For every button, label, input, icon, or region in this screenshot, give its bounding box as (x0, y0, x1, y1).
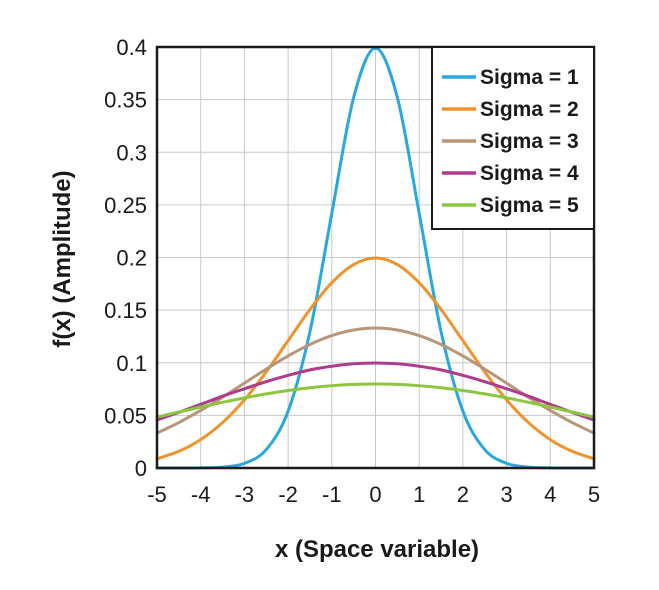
x-tick-label: 1 (413, 482, 425, 507)
legend-label: Sigma = 3 (480, 130, 579, 153)
y-tick-label: 0.15 (104, 298, 147, 323)
y-tick-label: 0.3 (116, 140, 147, 165)
x-tick-label: -5 (147, 482, 167, 507)
series-line-sigma-4 (155, 361, 596, 422)
x-tick-label: 0 (369, 482, 381, 507)
y-axis-label: f(x) (Amplitude) (49, 170, 76, 347)
plot-frame (155, 45, 596, 470)
y-tick-label: 0.2 (116, 246, 147, 271)
legend-label: Sigma = 2 (480, 98, 579, 121)
x-tick-labels: -5 -4 -3 -2 -1 0 1 2 3 4 5 (147, 482, 600, 507)
x-tick-label: 5 (588, 482, 600, 507)
x-tick-label: 2 (457, 482, 469, 507)
x-tick-label: -3 (235, 482, 255, 507)
series-line-sigma-2 (155, 256, 596, 461)
y-tick-labels: 0 0.05 0.1 0.15 0.2 0.25 0.3 0.35 0.4 (104, 35, 147, 481)
x-tick-label: -2 (278, 482, 298, 507)
y-tick-label: 0.05 (104, 403, 147, 428)
y-tick-label: 0.1 (116, 351, 147, 376)
legend-label: Sigma = 1 (480, 66, 579, 89)
legend: Sigma = 1 Sigma = 2 Sigma = 3 Sigma = 4 Sigm… (431, 46, 595, 230)
legend-label: Sigma = 4 (480, 162, 579, 185)
y-tick-label: 0.25 (104, 193, 147, 218)
y-tick-label: 0.35 (104, 88, 147, 113)
y-tick-label: 0 (135, 456, 147, 481)
series-line-sigma-5 (155, 382, 596, 419)
x-tick-label: -4 (191, 482, 211, 507)
legend-label: Sigma = 5 (480, 194, 579, 217)
x-tick-label: 4 (544, 482, 556, 507)
x-axis-label: x (Space variable) (275, 536, 479, 563)
x-tick-label: -1 (322, 482, 342, 507)
y-tick-label: 0.4 (116, 35, 147, 60)
x-tick-label: 3 (500, 482, 512, 507)
